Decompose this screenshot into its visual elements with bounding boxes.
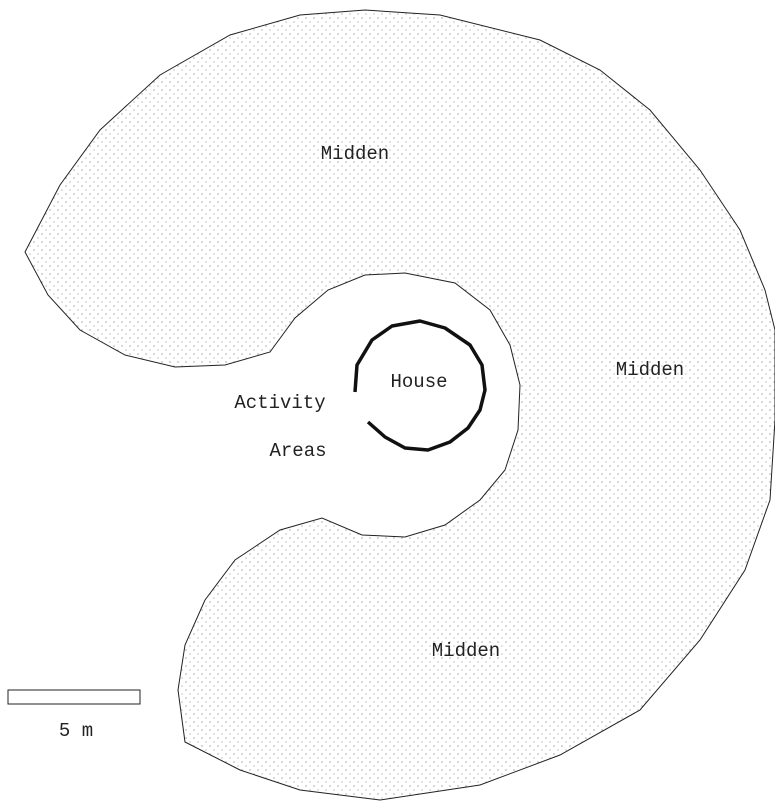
scale-label: 5 m	[59, 720, 93, 742]
label: Midden	[616, 359, 684, 381]
label: Midden	[321, 143, 389, 165]
label: Midden	[432, 640, 500, 662]
label: Activity	[234, 392, 325, 414]
house-outline	[353, 319, 487, 452]
midden-area	[24, 9, 775, 801]
label: House	[390, 371, 447, 393]
label: Areas	[269, 440, 326, 462]
scale-bar	[7, 689, 141, 705]
